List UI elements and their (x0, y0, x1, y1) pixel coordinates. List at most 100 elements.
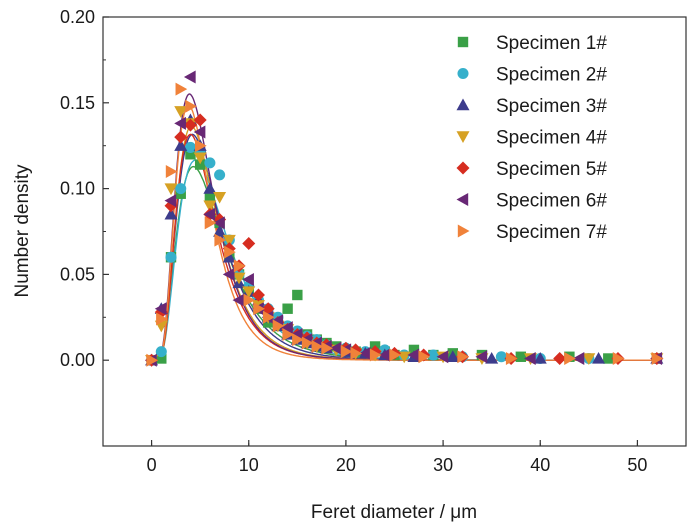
legend-label: Specimen 7# (496, 222, 607, 243)
data-point (292, 333, 304, 347)
legend-marker (456, 193, 469, 206)
data-point (174, 116, 186, 130)
data-point (533, 351, 547, 364)
data-point (397, 351, 411, 364)
data-point (457, 350, 470, 364)
data-point (175, 183, 187, 195)
data-point (224, 245, 236, 259)
data-point (564, 351, 576, 365)
legend-label: Specimen 5# (496, 159, 607, 180)
data-point (350, 346, 363, 360)
legend-marker (456, 131, 470, 143)
y-tick-label: 0.15 (60, 93, 95, 113)
data-point (329, 341, 342, 355)
data-point (301, 336, 314, 350)
data-point (213, 216, 225, 230)
data-point (253, 302, 265, 316)
legend-label: Specimen 1# (496, 33, 607, 54)
data-point (193, 152, 207, 165)
legend-marker (457, 36, 469, 48)
data-point (524, 351, 536, 365)
data-point (184, 141, 196, 153)
data-point (612, 351, 625, 365)
data-point (485, 351, 499, 364)
x-tick-label: 40 (530, 455, 550, 475)
data-point (203, 200, 217, 213)
data-point (436, 350, 449, 364)
data-point (495, 351, 507, 363)
legend-marker (457, 67, 469, 80)
y-tick-label: 0.05 (60, 264, 95, 284)
data-point (213, 191, 227, 204)
data-point (204, 191, 216, 203)
data-point (232, 272, 246, 285)
data-point (592, 351, 606, 364)
data-point (214, 169, 226, 181)
data-point (164, 207, 178, 220)
data-point (475, 350, 488, 364)
data-point (146, 353, 159, 367)
x-tick-label: 20 (336, 455, 356, 475)
data-point (251, 288, 265, 302)
plot-frame (102, 16, 687, 447)
data-point (232, 293, 245, 307)
data-point (156, 353, 167, 364)
data-point (272, 319, 285, 333)
data-point (389, 348, 401, 362)
data-point (407, 348, 420, 362)
data-point (340, 345, 353, 359)
data-point (174, 130, 188, 144)
data-point (203, 182, 217, 194)
data-point (418, 350, 431, 364)
data-point (408, 344, 420, 356)
data-point (282, 327, 295, 341)
data-point (165, 164, 178, 178)
data-point (222, 267, 235, 281)
data-point (204, 157, 216, 169)
data-point (292, 289, 303, 301)
data-point (603, 353, 614, 364)
data-point (369, 348, 382, 362)
legend-marker (456, 98, 470, 111)
data-point (164, 183, 178, 196)
y-axis-label: Number density (12, 164, 33, 298)
x-tick-label: 0 (147, 455, 157, 475)
legend-label: Specimen 4# (496, 128, 607, 149)
legend-marker (456, 161, 470, 175)
data-point (204, 216, 217, 230)
data-point (651, 351, 664, 365)
data-point (203, 207, 216, 221)
legend-label: Specimen 3# (496, 96, 607, 117)
data-point (243, 293, 256, 307)
data-point (427, 349, 439, 361)
data-point (222, 234, 236, 247)
x-tick-label: 30 (433, 455, 453, 475)
data-point (165, 251, 177, 263)
data-point (193, 125, 206, 139)
legend: Specimen 1# Specimen 2# Specimen 3# Specime… (456, 33, 607, 243)
data-point (175, 82, 188, 96)
data-point (572, 351, 585, 365)
legend-label: Specimen 2# (496, 65, 607, 86)
data-point (233, 259, 246, 273)
data-point (164, 194, 177, 208)
data-point (194, 159, 206, 170)
legend-marker (457, 224, 470, 238)
data-point (321, 341, 333, 355)
data-point (242, 237, 256, 251)
data-point (505, 351, 518, 365)
legend-label: Specimen 6# (496, 191, 607, 212)
x-tick-label: 10 (239, 455, 259, 475)
data-point (174, 139, 188, 151)
data-point (446, 350, 460, 362)
y-tick-label: 0.20 (60, 7, 95, 27)
data-point (193, 113, 207, 127)
data-point (358, 346, 371, 360)
axes: 0 10 20 30 40 50 0.00 0.05 0.10 0.15 0.20 (60, 7, 647, 475)
data-point (183, 70, 196, 84)
x-axis-label: Feret diameter / μm (311, 502, 477, 523)
data-point (553, 351, 567, 365)
data-points (145, 70, 664, 367)
data-point (214, 233, 227, 247)
